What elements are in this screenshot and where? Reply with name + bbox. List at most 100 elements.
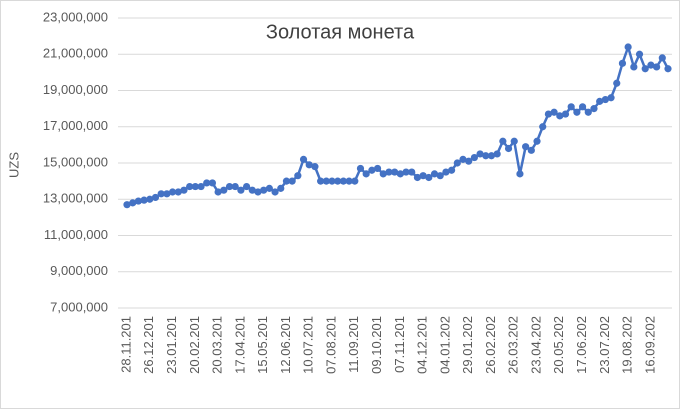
marker (653, 63, 661, 71)
marker (345, 177, 353, 185)
marker (368, 166, 376, 174)
marker (248, 186, 256, 194)
marker (487, 152, 496, 160)
marker (311, 163, 319, 171)
x-tick-label: 26.03.202 (506, 316, 521, 374)
x-tick-label: 26.02.202 (483, 316, 498, 374)
marker (453, 159, 461, 167)
marker (322, 177, 330, 185)
marker (271, 188, 279, 196)
marker (163, 190, 171, 198)
marker (328, 177, 336, 185)
marker (237, 186, 245, 194)
marker (522, 143, 530, 151)
x-tick-label: 29.01.202 (460, 316, 475, 374)
marker (134, 197, 142, 205)
marker (356, 164, 365, 173)
marker (146, 195, 154, 203)
x-tick-label: 16.09.202 (642, 316, 657, 374)
marker (533, 137, 541, 145)
marker (191, 182, 199, 191)
marker (430, 170, 439, 178)
x-tick-label: 12.06.201 (278, 316, 293, 374)
marker (225, 182, 234, 191)
marker (419, 172, 427, 180)
marker (516, 170, 524, 178)
marker (168, 188, 177, 196)
marker (448, 166, 456, 174)
x-tick-label: 23.04.202 (528, 316, 543, 374)
marker (561, 110, 570, 118)
x-tick-label: 15.05.201 (255, 316, 270, 374)
marker (596, 97, 604, 105)
x-tick-label: 20.05.202 (551, 316, 566, 374)
marker (590, 105, 598, 113)
marker (129, 199, 137, 207)
marker (618, 59, 627, 67)
marker (282, 177, 291, 185)
marker (425, 173, 433, 182)
x-tick-label: 04.01.202 (437, 316, 452, 374)
marker (334, 177, 342, 185)
marker (305, 161, 313, 169)
marker (277, 184, 285, 192)
marker (379, 170, 387, 178)
marker (556, 112, 564, 120)
x-tick-label: 09.10.201 (369, 316, 384, 374)
x-tick-label: 10.07.201 (301, 316, 316, 374)
x-tick-label: 04.12.201 (415, 316, 430, 374)
marker (197, 182, 205, 191)
marker (635, 50, 644, 58)
x-tick-label: 17.04.201 (232, 316, 247, 374)
x-tick-label: 11.09.201 (346, 316, 361, 373)
marker (339, 177, 347, 185)
marker (123, 201, 131, 209)
marker (482, 152, 490, 160)
marker (470, 153, 478, 162)
x-tick-label: 19.08.202 (620, 316, 635, 374)
marker (242, 182, 251, 191)
x-tick-label: 20.03.201 (210, 316, 225, 374)
marker (180, 186, 188, 194)
y-tick-label: 13,000,000 (43, 191, 108, 206)
x-tick-label: 17.06.202 (574, 316, 589, 374)
marker (231, 182, 239, 191)
marker (527, 146, 535, 154)
marker (476, 150, 484, 158)
y-tick-label: 23,000,000 (43, 9, 108, 24)
x-tick-label: 07.11.201 (392, 316, 407, 373)
marker (396, 170, 404, 178)
marker (265, 184, 273, 192)
marker (499, 137, 507, 145)
marker (174, 188, 182, 196)
y-tick-label: 11,000,000 (44, 227, 108, 242)
marker (573, 108, 581, 116)
x-tick-label: 07.08.201 (323, 316, 338, 374)
marker (254, 188, 262, 196)
marker (408, 168, 416, 176)
marker (647, 61, 655, 69)
y-tick-label: 17,000,000 (43, 118, 108, 133)
marker (567, 103, 575, 111)
marker (664, 65, 672, 73)
marker (220, 186, 228, 194)
x-tick-label: 23.01.201 (164, 316, 179, 374)
marker (157, 190, 165, 198)
marker (442, 168, 450, 176)
x-tick-label: 26.12.201 (141, 316, 156, 374)
marker (493, 150, 501, 158)
y-tick-label: 21,000,000 (43, 46, 108, 61)
marker (578, 103, 587, 111)
x-tick-label: 20.02.201 (187, 316, 202, 374)
marker (465, 157, 473, 165)
marker (459, 155, 467, 163)
y-tick-label: 15,000,000 (43, 154, 108, 169)
marker (544, 110, 553, 118)
y-tick-label: 7,000,000 (50, 299, 108, 314)
marker (391, 168, 399, 176)
marker (317, 177, 325, 185)
marker (539, 123, 547, 131)
marker (436, 172, 444, 180)
